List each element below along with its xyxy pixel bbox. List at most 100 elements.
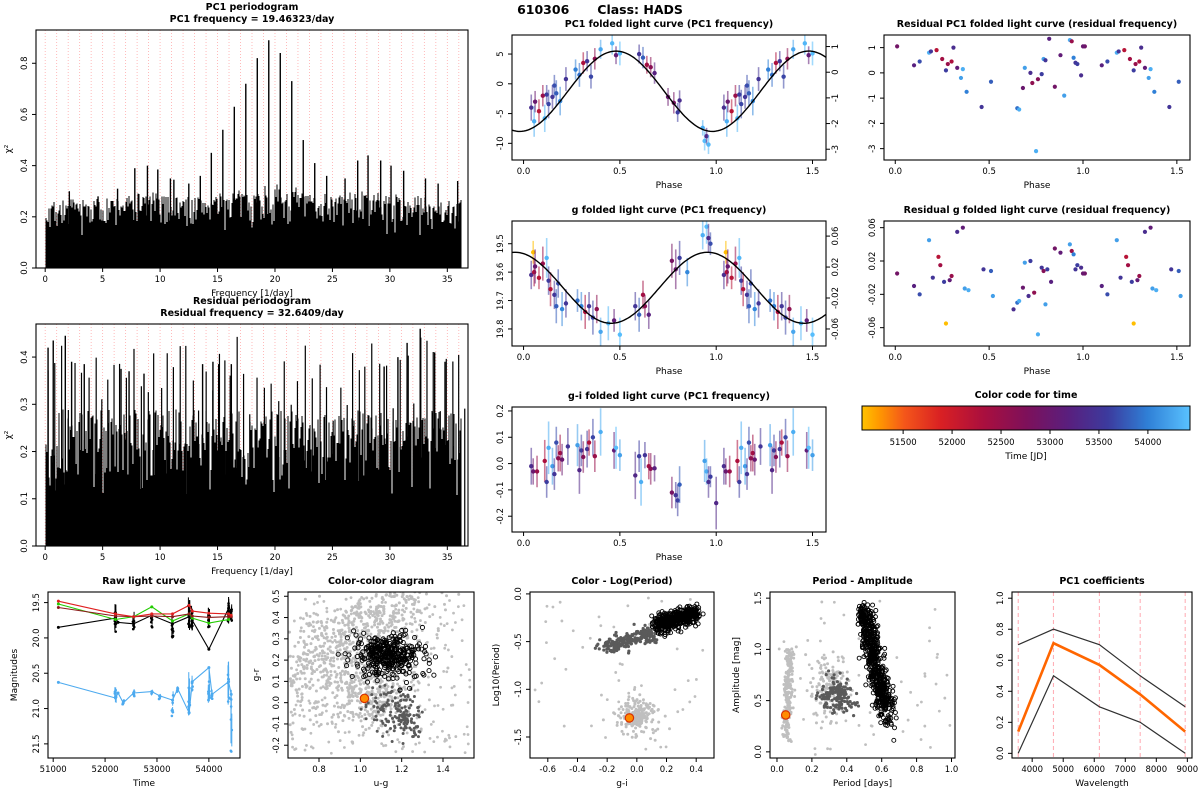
svg-text:0.0: 0.0: [517, 539, 531, 549]
svg-text:Phase: Phase: [1024, 367, 1051, 377]
svg-text:g-r: g-r: [252, 668, 262, 681]
svg-text:Residual PC1 folded light curv: Residual PC1 folded light curve (residua…: [897, 19, 1177, 30]
svg-text:5: 5: [496, 51, 506, 56]
svg-text:19.8: 19.8: [496, 319, 506, 338]
svg-text:54000: 54000: [1134, 438, 1161, 448]
svg-text:1.2: 1.2: [395, 765, 409, 775]
panel-pc1-periodogram: 0 5 10 15 20 25 30 35 0.0 0.2 0.4 0.6 0.8 PC1 periodo…: [0, 0, 480, 312]
svg-text:0.2: 0.2: [20, 445, 30, 459]
svg-text:-0.2: -0.2: [599, 765, 616, 775]
svg-text:-1: -1: [831, 94, 841, 102]
svg-text:0.1: 0.1: [20, 492, 30, 506]
svg-text:1: 1: [868, 45, 878, 50]
svg-text:Phase: Phase: [656, 367, 683, 377]
svg-text:1.5: 1.5: [1170, 167, 1184, 177]
svg-text:0.5: 0.5: [272, 589, 282, 603]
svg-text:0.3: 0.3: [272, 632, 282, 646]
svg-text:0.6: 0.6: [20, 108, 30, 122]
svg-text:1.0: 1.0: [1076, 167, 1090, 177]
svg-text:Time [JD]: Time [JD]: [1004, 452, 1047, 462]
svg-text:-0.06: -0.06: [868, 317, 878, 339]
svg-text:21.5: 21.5: [32, 734, 42, 753]
svg-text:Frequency [1/day]: Frequency [1/day]: [211, 567, 293, 577]
svg-text:-1: -1: [868, 94, 878, 102]
svg-text:Frequency [1/day]: Frequency [1/day]: [211, 289, 293, 299]
svg-text:5: 5: [100, 553, 105, 563]
svg-text:0.3: 0.3: [20, 398, 30, 412]
object-id: 610306: [517, 2, 570, 17]
svg-text:10: 10: [155, 275, 166, 285]
svg-text:1.0: 1.0: [1076, 353, 1090, 363]
panel-g-folded-light-curve: 0.0 0.5 1.0 1.5 19.5 19.6 19.7 19.8 0.06 0.02 -0.0…: [480, 196, 852, 382]
svg-text:0.0: 0.0: [20, 261, 30, 275]
svg-text:0.0: 0.0: [888, 167, 902, 177]
svg-text:0.0: 0.0: [517, 167, 531, 177]
svg-text:Magnitudes: Magnitudes: [10, 649, 20, 702]
svg-text:51000: 51000: [40, 765, 67, 775]
svg-text:52500: 52500: [988, 438, 1015, 448]
svg-text:Phase: Phase: [656, 181, 683, 191]
panel-color-color-diagram: 0.8 1.0 1.2 1.4 -0.2 -0.1 0.0 0.1 0.2 0.3 0.4 0.5 Co…: [248, 572, 480, 800]
svg-text:1.5: 1.5: [1170, 353, 1184, 363]
svg-text:Phase: Phase: [1024, 181, 1051, 191]
svg-text:0.4: 0.4: [20, 159, 30, 173]
svg-text:0: 0: [868, 70, 878, 75]
svg-text:χ²: χ²: [4, 430, 14, 439]
svg-text:-2: -2: [831, 119, 841, 127]
svg-text:u-g: u-g: [374, 779, 389, 789]
svg-text:30: 30: [384, 275, 395, 285]
svg-text:g-i folded light curve (PC1 fr: g-i folded light curve (PC1 frequency): [568, 391, 770, 402]
svg-text:30: 30: [384, 553, 395, 563]
svg-text:Residual periodogram: Residual periodogram: [193, 296, 311, 307]
svg-text:g-i: g-i: [616, 779, 627, 789]
svg-text:20: 20: [270, 275, 281, 285]
svg-text:-10: -10: [496, 136, 506, 150]
svg-text:0.0: 0.0: [20, 539, 30, 553]
svg-text:-3: -3: [831, 145, 841, 153]
panel-pc1-folded-light-curve: 0.0 0.5 1.0 1.5 -10 -5 0 5 1 0 -1 -2 -3 PC1 folded li…: [480, 10, 852, 196]
svg-text:PC1 folded light curve (PC1 fr: PC1 folded light curve (PC1 frequency): [565, 19, 773, 30]
svg-text:0: 0: [42, 275, 47, 285]
svg-text:Color - Log(Period): Color - Log(Period): [571, 576, 672, 587]
panel-residual-periodogram: 0 5 10 15 20 25 30 35 0.0 0.1 0.2 0.3 0.4 Residual pe…: [0, 292, 480, 592]
svg-text:0.4: 0.4: [20, 350, 30, 364]
svg-text:-0.4: -0.4: [569, 765, 586, 775]
svg-text:1.0: 1.0: [354, 765, 368, 775]
svg-text:1.0: 1.0: [709, 167, 723, 177]
svg-text:19.7: 19.7: [496, 291, 506, 310]
svg-text:0.2: 0.2: [496, 404, 506, 418]
svg-text:19.5: 19.5: [496, 234, 506, 253]
svg-text:-0.2: -0.2: [496, 508, 506, 525]
svg-text:-5: -5: [496, 109, 506, 117]
svg-text:-0.06: -0.06: [831, 318, 841, 340]
svg-text:Color code for time: Color code for time: [975, 390, 1078, 401]
svg-text:0: 0: [42, 553, 47, 563]
svg-text:-0.02: -0.02: [831, 287, 841, 309]
panel-period-amplitude: 0.0 0.2 0.4 0.6 0.8 1.0 0.0 0.5 1.0 1.5 Period - A…: [728, 572, 963, 800]
svg-text:0.0: 0.0: [272, 696, 282, 710]
svg-text:0.1: 0.1: [272, 675, 282, 689]
svg-text:0.02: 0.02: [831, 258, 841, 277]
svg-text:53500: 53500: [1085, 438, 1112, 448]
svg-text:-1.0: -1.0: [514, 681, 524, 698]
svg-text:0.06: 0.06: [831, 227, 841, 246]
svg-text:Log10(Period): Log10(Period): [492, 644, 502, 707]
svg-text:52000: 52000: [92, 765, 119, 775]
svg-text:0.8: 0.8: [20, 57, 30, 71]
svg-text:1.5: 1.5: [806, 167, 820, 177]
figure-title: 610306 Class: HADS: [0, 2, 1200, 17]
svg-text:0.2: 0.2: [272, 653, 282, 667]
svg-text:54000: 54000: [195, 765, 222, 775]
svg-text:-1.5: -1.5: [514, 729, 524, 746]
svg-text:0.0: 0.0: [496, 457, 506, 471]
svg-text:-0.6: -0.6: [540, 765, 557, 775]
svg-text:20.5: 20.5: [32, 664, 42, 683]
svg-text:0: 0: [831, 70, 841, 75]
svg-text:25: 25: [327, 553, 338, 563]
svg-text:-0.1: -0.1: [272, 716, 282, 733]
svg-text:53000: 53000: [1036, 438, 1063, 448]
svg-text:Residual frequency = 32.6409/d: Residual frequency = 32.6409/day: [160, 308, 344, 319]
svg-text:1.0: 1.0: [709, 539, 723, 549]
svg-text:25: 25: [327, 275, 338, 285]
